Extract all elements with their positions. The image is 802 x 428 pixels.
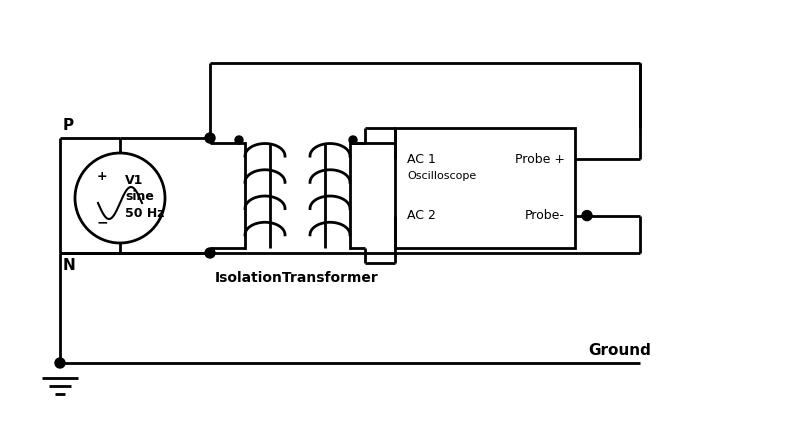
Circle shape: [205, 248, 215, 258]
Text: V1: V1: [125, 173, 144, 187]
Circle shape: [235, 136, 243, 144]
Text: Ground: Ground: [588, 343, 650, 358]
Text: P: P: [63, 118, 74, 133]
Circle shape: [581, 211, 591, 220]
Text: −: −: [96, 215, 107, 229]
Text: Probe +: Probe +: [514, 152, 565, 166]
Text: +: +: [96, 169, 107, 182]
Circle shape: [205, 133, 215, 143]
Text: sine: sine: [125, 190, 154, 202]
Text: Oscilloscope: Oscilloscope: [407, 171, 476, 181]
Circle shape: [55, 358, 65, 368]
Text: 50 Hz: 50 Hz: [125, 206, 164, 220]
Text: Probe-: Probe-: [525, 209, 565, 222]
Text: AC 2: AC 2: [407, 209, 435, 222]
Text: IsolationTransformer: IsolationTransformer: [215, 271, 379, 285]
Text: AC 1: AC 1: [407, 152, 435, 166]
Bar: [395, 128, 574, 248]
Text: N: N: [63, 258, 75, 273]
Circle shape: [349, 136, 357, 144]
